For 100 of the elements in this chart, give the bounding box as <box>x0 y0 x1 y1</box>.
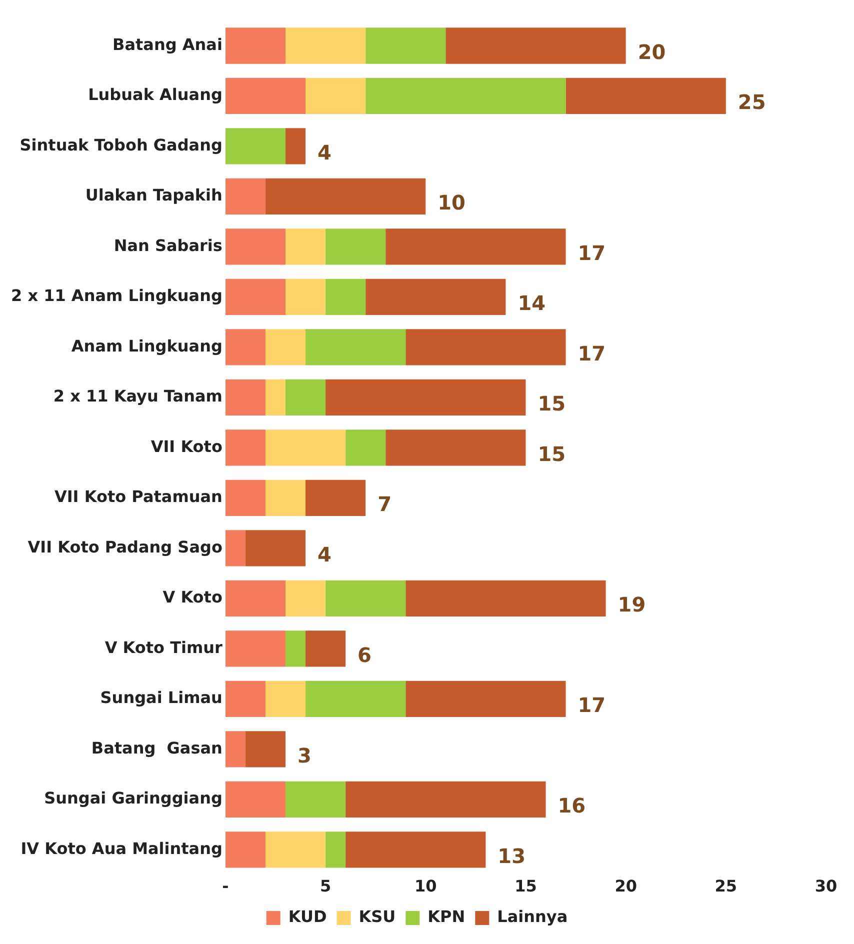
total-label: 15 <box>538 442 566 466</box>
x-tick-label: 25 <box>714 876 738 896</box>
bar <box>245 731 286 768</box>
bar <box>265 680 306 718</box>
bar <box>285 128 306 164</box>
bar <box>346 781 546 818</box>
bar <box>225 128 286 164</box>
total-label: 15 <box>538 392 566 416</box>
y-tick-label: Sungai Limau <box>100 688 222 708</box>
total-label: 16 <box>558 794 586 818</box>
bar <box>225 530 246 566</box>
x-tick-label: 10 <box>414 876 437 896</box>
bar <box>265 329 306 366</box>
y-tick-label: V Koto Timur <box>104 638 223 657</box>
total-label: 4 <box>318 140 332 164</box>
bar <box>225 28 286 64</box>
y-tick-label: Ulakan Tapakih <box>85 186 222 205</box>
bar <box>225 630 286 667</box>
bar <box>265 832 326 868</box>
y-tick-label: VII Koto Patamuan <box>54 487 222 506</box>
bar <box>306 480 366 516</box>
bar <box>366 278 506 316</box>
y-tick-label: VII Koto <box>150 436 222 456</box>
bar <box>225 430 266 466</box>
bar <box>566 78 726 114</box>
bar <box>346 832 486 868</box>
bar <box>225 178 266 215</box>
bar <box>326 832 346 868</box>
bar <box>285 228 326 265</box>
legend-label: KSU <box>358 907 396 926</box>
bar <box>306 630 346 667</box>
bar <box>326 228 386 265</box>
y-tick-label: Anam Lingkuang <box>71 336 222 356</box>
x-tick-label: 20 <box>614 876 637 896</box>
bar <box>225 78 306 114</box>
bar <box>406 680 566 718</box>
total-label: 7 <box>378 492 392 516</box>
total-label: 17 <box>578 341 606 366</box>
y-tick-label: 2 x 11 Anam Lingkuang <box>11 286 222 306</box>
bar <box>326 580 406 617</box>
bar <box>285 630 306 667</box>
y-tick-label: Lubuak Aluang <box>88 85 222 104</box>
bar <box>225 228 286 265</box>
bar <box>306 78 366 114</box>
bar <box>225 680 266 718</box>
bar <box>225 480 266 516</box>
legend-label: Lainnya <box>497 907 568 926</box>
bar <box>265 178 426 215</box>
bar <box>225 731 246 768</box>
bar <box>245 530 306 566</box>
y-tick-label: Nan Sabaris <box>114 236 222 255</box>
bar <box>306 329 406 366</box>
total-label: 4 <box>318 542 332 566</box>
bar <box>446 28 626 64</box>
bar <box>285 781 346 818</box>
y-tick-label: Sungai Garinggiang <box>44 788 222 808</box>
total-label: 3 <box>297 743 312 768</box>
legend-label: KPN <box>428 907 466 926</box>
y-tick-label: Batang Gasan <box>91 738 222 758</box>
bar <box>386 430 526 466</box>
total-label: 19 <box>618 592 646 617</box>
bar <box>225 781 286 818</box>
bar <box>326 278 366 316</box>
bar <box>225 329 266 366</box>
bar <box>225 278 286 316</box>
total-label: 14 <box>518 291 546 316</box>
bar <box>366 78 566 114</box>
bar <box>265 379 286 416</box>
bar <box>285 28 366 64</box>
x-tick-label: 15 <box>514 876 537 896</box>
total-label: 13 <box>498 844 526 868</box>
y-tick-label: V Koto <box>162 588 222 607</box>
total-label: 17 <box>578 693 606 718</box>
y-tick-label: 2 x 11 Kayu Tanam <box>53 386 222 406</box>
bar <box>406 329 566 366</box>
bar <box>366 28 446 64</box>
bar <box>265 430 346 466</box>
bar <box>225 832 266 868</box>
legend-label: KUD <box>288 907 327 926</box>
bar <box>386 228 566 265</box>
bar <box>285 278 326 316</box>
bar <box>406 580 606 617</box>
y-tick-label: VII Koto Padang Sago <box>28 537 222 556</box>
bar <box>285 379 326 416</box>
bar <box>346 430 386 466</box>
bar <box>285 580 326 617</box>
y-tick-label: Batang Anai <box>112 34 222 54</box>
x-tick-label: - <box>222 876 229 896</box>
y-tick-label: Sintuak Toboh Gadang <box>20 135 222 154</box>
bar <box>225 580 286 617</box>
y-tick-label: IV Koto Aua Malintang <box>20 838 222 858</box>
bar <box>265 480 306 516</box>
total-label: 20 <box>638 40 666 64</box>
bar <box>225 379 266 416</box>
bar <box>306 680 406 718</box>
total-label: 17 <box>578 240 606 265</box>
bar <box>326 379 526 416</box>
x-tick-label: 5 <box>320 876 332 896</box>
total-label: 25 <box>738 90 766 114</box>
total-label: 10 <box>438 190 466 215</box>
